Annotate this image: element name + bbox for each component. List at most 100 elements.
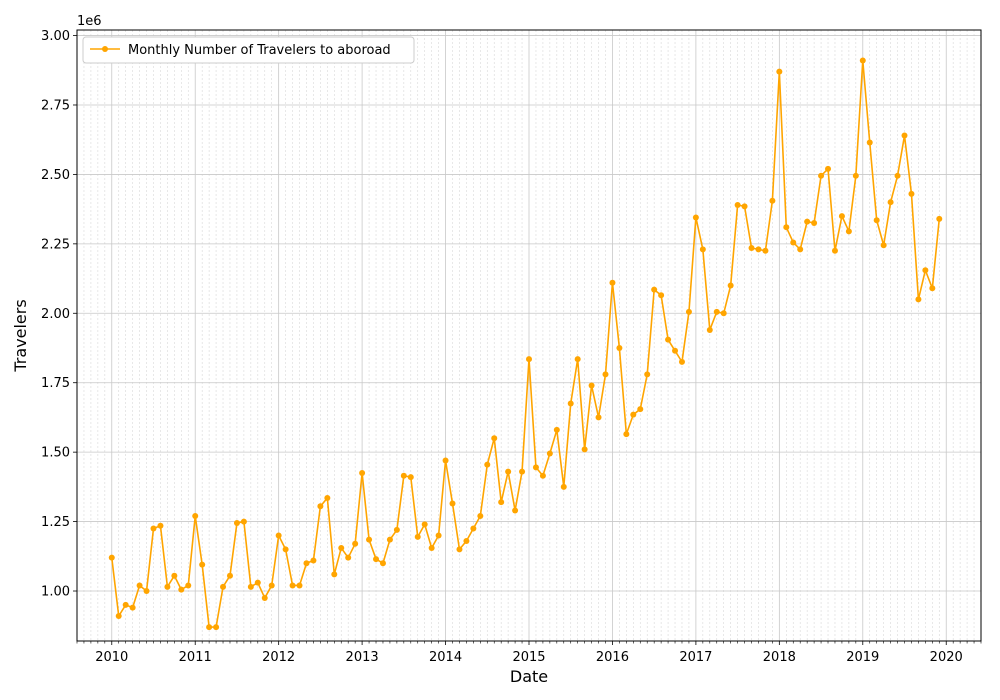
y-tick-label: 1.25: [41, 515, 70, 530]
x-axis: 2010 2011 2012 2013 2014 2015 2016 2017 2018 2019…: [76, 641, 982, 665]
data-point: [296, 582, 303, 589]
data-point: [936, 215, 943, 222]
data-point: [692, 214, 699, 221]
data-point: [261, 594, 268, 601]
data-point: [477, 513, 484, 520]
data-point: [352, 540, 359, 547]
legend-box: [82, 36, 415, 64]
data-point: [574, 356, 581, 363]
data-point: [790, 239, 797, 246]
data-point: [804, 218, 811, 225]
data-point: [734, 201, 741, 208]
y-tick-label: 2.75: [41, 98, 70, 113]
data-point: [254, 579, 261, 586]
major-grid: [77, 30, 981, 641]
data-point: [414, 533, 421, 540]
data-point: [386, 536, 393, 543]
data-point: [324, 494, 331, 501]
data-point: [317, 503, 324, 510]
data-point: [449, 500, 456, 507]
data-point: [421, 521, 428, 528]
data-point: [838, 213, 845, 220]
x-tick-label: 2015: [512, 650, 545, 665]
data-point: [526, 356, 532, 363]
data-point: [644, 371, 651, 378]
y-tick-label: 3.00: [41, 29, 70, 44]
data-point: [811, 220, 818, 227]
data-point: [887, 199, 894, 206]
data-point: [532, 464, 539, 471]
data-point: [929, 285, 936, 292]
data-point: [797, 246, 804, 253]
data-point: [658, 292, 665, 299]
data-point: [310, 557, 317, 564]
y-offset-label: 1e6: [77, 14, 102, 29]
data-point: [519, 468, 526, 475]
data-point: [498, 499, 505, 506]
data-point: [393, 526, 400, 533]
data-point: [769, 197, 776, 204]
data-point: [157, 522, 164, 529]
series-line: [110, 59, 941, 628]
data-point: [581, 446, 588, 453]
x-tick-label: 2017: [679, 650, 712, 665]
data-point: [741, 203, 748, 210]
series-layer: [108, 57, 943, 631]
data-point: [373, 556, 380, 563]
data-point: [338, 544, 345, 551]
data-point: [567, 400, 574, 407]
data-point: [331, 571, 338, 578]
data-point: [220, 583, 227, 590]
data-point: [122, 601, 129, 608]
data-point: [442, 457, 449, 464]
x-tick-label: 2011: [179, 650, 212, 665]
data-point: [470, 525, 477, 532]
data-point: [713, 308, 720, 315]
y-tick-label: 1.00: [41, 585, 70, 600]
data-point: [129, 604, 136, 611]
data-point: [233, 519, 240, 526]
data-point: [359, 469, 366, 476]
data-point: [268, 582, 275, 589]
data-point: [720, 310, 727, 317]
data-point: [922, 267, 929, 274]
x-tick-label: 2016: [596, 650, 629, 665]
data-point: [866, 139, 873, 146]
data-point: [880, 242, 887, 249]
data-point: [748, 245, 755, 252]
y-axis: 1.00 1.25 1.50 1.75 2.00 2.25 2.50 2.75 3.00: [41, 29, 77, 600]
data-point: [678, 358, 685, 365]
data-point: [484, 461, 491, 468]
y-tick-label: 2.25: [41, 237, 70, 252]
x-tick-label: 2020: [930, 650, 963, 665]
data-point: [755, 246, 762, 253]
data-point: [818, 172, 825, 179]
data-point: [553, 426, 560, 433]
data-point: [379, 560, 386, 567]
data-point: [588, 382, 595, 389]
data-point: [616, 345, 623, 351]
data-point: [213, 624, 220, 631]
x-tick-label: 2014: [429, 650, 462, 665]
data-point: [428, 544, 435, 551]
data-point: [727, 282, 734, 289]
data-point: [289, 582, 296, 589]
data-point: [637, 406, 644, 413]
data-point: [206, 624, 213, 631]
data-point: [400, 472, 407, 479]
x-tick-label: 2010: [95, 650, 128, 665]
data-point: [512, 507, 519, 514]
data-point: [505, 468, 512, 475]
data-point: [776, 68, 783, 75]
x-tick-label: 2013: [346, 650, 379, 665]
data-point: [407, 474, 414, 481]
legend: Monthly Number of Travelers to aboroad: [82, 36, 415, 64]
data-point: [699, 246, 706, 253]
data-point: [463, 538, 470, 545]
legend-marker-sample: [102, 46, 108, 52]
data-point: [456, 546, 463, 553]
minor-grid: [76, 30, 982, 641]
data-point: [282, 546, 289, 553]
data-point: [240, 518, 247, 525]
